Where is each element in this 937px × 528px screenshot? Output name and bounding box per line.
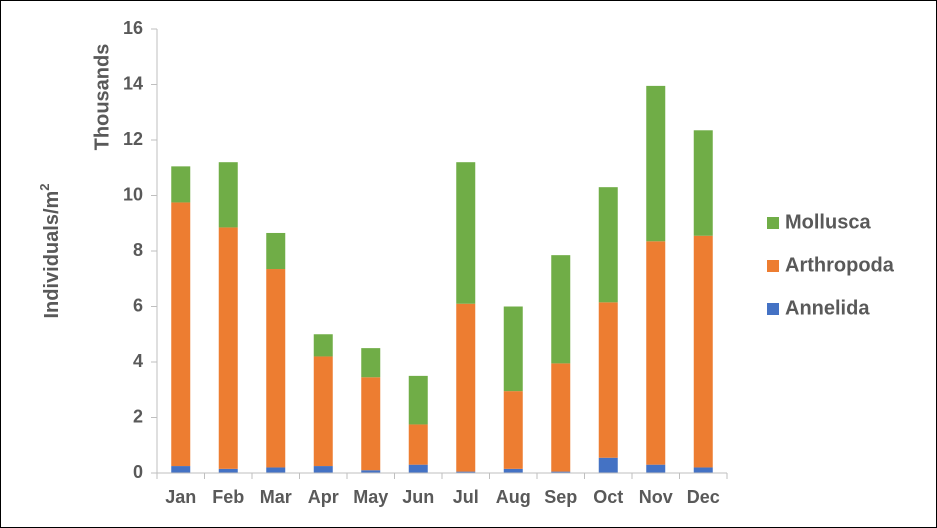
bar-mollusca-dec	[693, 130, 713, 236]
bar-arthropoda-sep	[551, 363, 571, 472]
bars-group	[171, 85, 713, 473]
x-category-label: Aug	[496, 487, 531, 507]
bar-annelida-jun	[408, 464, 428, 473]
legend-swatch-mollusca	[767, 217, 779, 229]
x-category-label: Jul	[453, 487, 479, 507]
bar-mollusca-nov	[646, 85, 666, 242]
x-category-label: Apr	[308, 487, 339, 507]
y-axis-title: Individuals/m2	[37, 183, 63, 318]
y-tick-label: 12	[123, 129, 143, 149]
y-ticks-group: 0 2 4 6 8 10 12 14 16	[123, 18, 157, 482]
bar-annelida-feb	[218, 468, 238, 473]
bar-mollusca-apr	[313, 334, 333, 357]
bar-annelida-jul	[456, 471, 476, 473]
legend-label-arthropoda: Arthropoda	[785, 254, 895, 276]
bar-mollusca-jun	[408, 375, 428, 425]
x-category-label: Dec	[687, 487, 720, 507]
bar-annelida-mar	[266, 467, 286, 473]
y-tick-label: 10	[123, 184, 143, 204]
bar-arthropoda-nov	[646, 241, 666, 465]
x-category-label: Jun	[402, 487, 434, 507]
x-labels-group: Jan Feb Mar Apr May Jun Jul Aug Sep Oct Nov Dec	[156, 473, 728, 507]
y-axis-title-superscript: 2	[37, 183, 52, 190]
bar-arthropoda-may	[361, 377, 381, 471]
y-tick-label: 0	[133, 462, 143, 482]
bar-mollusca-mar	[266, 232, 286, 270]
bar-mollusca-sep	[551, 255, 571, 364]
bar-annelida-jan	[171, 466, 191, 473]
x-category-label: Nov	[639, 487, 673, 507]
bar-annelida-nov	[646, 464, 666, 473]
legend-label-annelida: Annelida	[785, 297, 870, 319]
y-tick-label: 6	[133, 295, 143, 315]
legend-label-mollusca: Mollusca	[785, 211, 871, 233]
bar-annelida-dec	[693, 467, 713, 473]
y-tick-label: 4	[133, 351, 143, 371]
bar-annelida-aug	[503, 468, 523, 473]
bar-mollusca-jan	[171, 166, 191, 203]
bar-arthropoda-mar	[266, 269, 286, 468]
bar-annelida-sep	[551, 471, 571, 473]
bar-mollusca-may	[361, 348, 381, 378]
bar-mollusca-oct	[598, 187, 618, 303]
legend: Mollusca Arthropoda Annelida	[767, 211, 895, 319]
x-category-label: Oct	[593, 487, 623, 507]
y-axis-title-text: Individuals/m	[41, 191, 63, 319]
axes-group	[156, 29, 727, 474]
bar-mollusca-feb	[218, 162, 238, 228]
x-category-label: Feb	[212, 487, 244, 507]
x-category-label: Mar	[260, 487, 292, 507]
bar-annelida-may	[361, 470, 381, 473]
y-axis-unit-label: Thousands	[91, 44, 113, 151]
y-tick-label: 14	[123, 73, 143, 93]
bar-mollusca-jul	[456, 162, 476, 304]
bar-annelida-apr	[313, 466, 333, 473]
bar-annelida-oct	[598, 457, 618, 473]
bar-arthropoda-oct	[598, 302, 618, 458]
bar-arthropoda-jun	[408, 424, 428, 465]
legend-swatch-arthropoda	[767, 260, 779, 272]
bar-arthropoda-aug	[503, 391, 523, 469]
bar-arthropoda-feb	[218, 227, 238, 469]
bar-arthropoda-jan	[171, 202, 191, 467]
bar-arthropoda-jul	[456, 303, 476, 472]
y-tick-label: 2	[133, 406, 143, 426]
x-category-label: May	[353, 487, 388, 507]
y-tick-label: 16	[123, 18, 143, 38]
bar-mollusca-aug	[503, 306, 523, 392]
y-tick-label: 8	[133, 240, 143, 260]
x-category-label: Jan	[165, 487, 196, 507]
bar-arthropoda-apr	[313, 356, 333, 467]
x-category-label: Sep	[544, 487, 577, 507]
bar-arthropoda-dec	[693, 235, 713, 468]
legend-swatch-annelida	[767, 303, 779, 315]
